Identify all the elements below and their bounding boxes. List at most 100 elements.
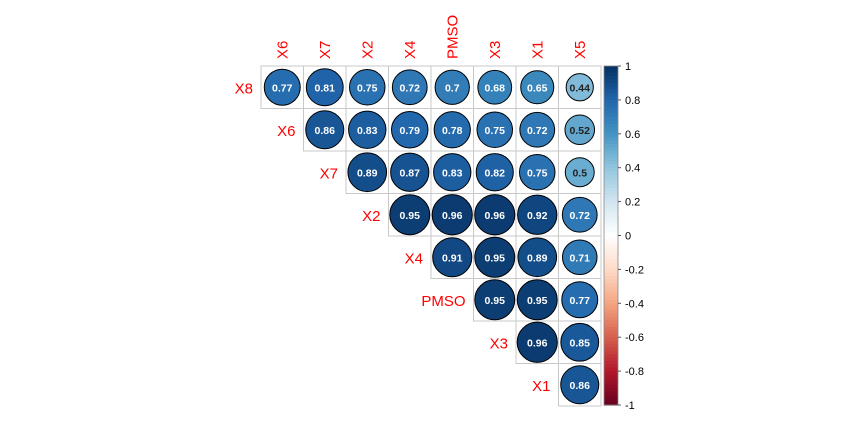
correlation-circle [305, 110, 345, 150]
colorbar-segment [604, 154, 618, 159]
correlation-value-label: 0.72 [527, 125, 548, 137]
correlation-circle [391, 69, 428, 106]
correlation-circle [474, 194, 516, 236]
correlation-value-label: 0.89 [527, 252, 548, 264]
colorbar-segment [604, 279, 618, 284]
colorbar-segment [604, 299, 618, 304]
correlation-value-label: 0.96 [442, 210, 463, 222]
colorbar-segment [604, 360, 618, 365]
colorbar-tick-label: 0.4 [625, 163, 640, 175]
colorbar-segment [604, 316, 618, 321]
correlation-circle [474, 236, 516, 278]
colorbar-segment [604, 191, 618, 196]
correlation-value-label: 0.91 [442, 252, 463, 264]
colorbar-tick-label: -0.6 [625, 332, 644, 344]
colorbar-segment [604, 184, 618, 189]
colorbar-segment [604, 289, 618, 294]
correlation-circle [432, 237, 473, 278]
colorbar-segment [604, 225, 618, 230]
correlation-circle [561, 281, 599, 319]
colorbar-tick-label: 0.6 [625, 129, 640, 141]
colorbar-tick-label: -1 [625, 400, 635, 412]
correlation-value-label: 0.52 [570, 125, 591, 137]
correlation-circle [390, 152, 430, 192]
colorbar-segment [604, 310, 618, 315]
colorbar-segment [604, 188, 618, 193]
colorbar-tick-label: 1 [625, 61, 631, 73]
column-label: PMSO [444, 15, 461, 59]
column-label: X5 [572, 41, 589, 59]
correlation-value-label: 0.75 [485, 125, 506, 137]
colorbar-tick-label: -0.2 [625, 264, 644, 276]
colorbar-segment [604, 208, 618, 213]
column-label: X1 [529, 41, 546, 59]
colorbar-segment [604, 211, 618, 216]
colorbar-segment [604, 293, 618, 298]
colorbar-segment [604, 347, 618, 352]
column-label: X4 [402, 41, 419, 59]
colorbar-segment [604, 103, 618, 108]
correlation-circle [561, 196, 598, 233]
colorbar-segment [604, 204, 618, 209]
colorbar-segment [604, 116, 618, 121]
colorbar-segment [604, 333, 618, 338]
colorbar-segment [604, 330, 618, 335]
correlation-value-label: 0.5 [572, 167, 587, 179]
colorbar-segment [604, 374, 618, 379]
colorbar-segment [604, 242, 618, 247]
correlation-value-label: 0.65 [527, 82, 548, 94]
colorbar-segment [604, 160, 618, 165]
correlation-circle [476, 111, 514, 149]
colorbar-segment [604, 167, 618, 172]
colorbar-segment [604, 69, 618, 74]
correlation-circle [477, 69, 513, 105]
colorbar-segment [604, 157, 618, 162]
correlation-circle [560, 322, 600, 362]
row-label: X8 [235, 80, 253, 97]
colorbar-segment [604, 381, 618, 386]
correlation-circle [517, 237, 558, 278]
correlation-value-label: 0.95 [400, 210, 421, 222]
row-label: X1 [532, 378, 550, 395]
colorbar-segment [604, 218, 618, 223]
colorbar-segment [604, 232, 618, 237]
colorbar-segment [604, 99, 618, 104]
column-label: X7 [317, 41, 334, 59]
colorbar-segment [604, 79, 618, 84]
colorbar-segment [604, 340, 618, 345]
colorbar-segment [604, 66, 618, 70]
correlation-value-label: 0.72 [570, 210, 591, 222]
colorbar-segment [604, 181, 618, 186]
colorbar-segment [604, 377, 618, 382]
colorbar-segment [604, 76, 618, 81]
colorbar-segment [604, 384, 618, 389]
colorbar-tick-label: 0 [625, 231, 631, 243]
colorbar-tick-label: 0.8 [625, 95, 640, 107]
correlation-circle [348, 110, 387, 149]
correlation-value-label: 0.75 [357, 82, 378, 94]
colorbar-segment [604, 367, 618, 372]
correlation-value-label: 0.81 [315, 82, 336, 94]
correlation-circle [305, 68, 344, 107]
correlation-circle [516, 279, 558, 321]
row-label: X3 [490, 335, 508, 352]
colorbar-segment [604, 143, 618, 148]
colorbar-segment [604, 350, 618, 355]
colorbar-segment [604, 286, 618, 291]
colorbar-segment [604, 89, 618, 94]
colorbar-segment [604, 96, 618, 101]
row-label: X7 [320, 165, 338, 182]
colorbar-segment [604, 343, 618, 348]
correlation-circle [347, 152, 388, 193]
colorbar-segment [604, 276, 618, 281]
correlation-value-label: 0.96 [527, 337, 548, 349]
correlation-value-label: 0.83 [442, 167, 463, 179]
colorbar-segment [604, 215, 618, 220]
colorbar-segment [604, 266, 618, 270]
correlation-value-label: 0.78 [442, 125, 463, 137]
colorbar-segment [604, 306, 618, 311]
colorbar-segment [604, 364, 618, 369]
colorbar-segment [604, 337, 618, 342]
